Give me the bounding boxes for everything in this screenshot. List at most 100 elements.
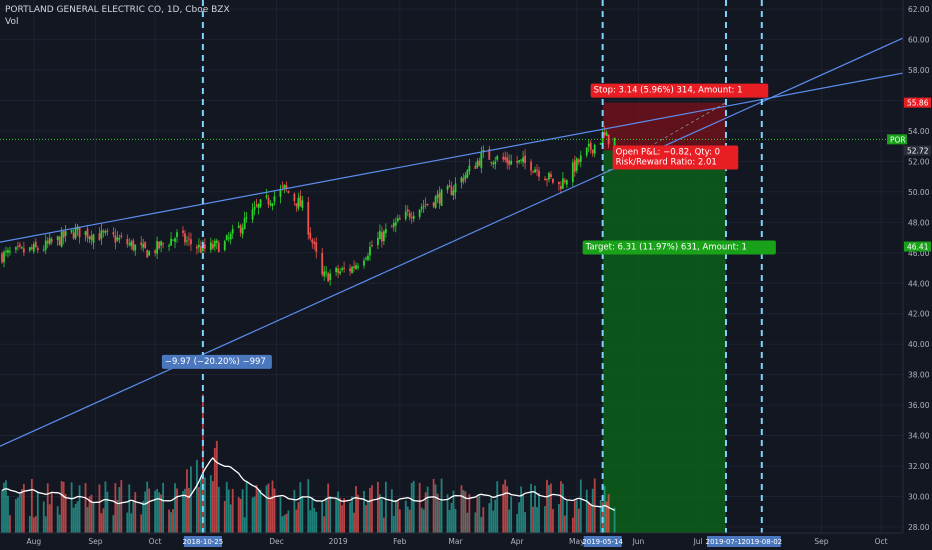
candle-body xyxy=(217,242,220,253)
candle-body xyxy=(245,217,248,219)
candle-body xyxy=(440,189,443,206)
time-axis[interactable]: Aug Sep Oct Dec 2019 Feb Mar Apr May Jun Jul Sep Oct… xyxy=(0,532,932,550)
volume-bar xyxy=(154,490,157,533)
candle-body xyxy=(188,238,190,240)
volume-bar xyxy=(468,494,471,533)
volume-bar xyxy=(283,515,286,533)
volume-bar xyxy=(504,479,507,533)
volume-bar xyxy=(377,481,379,533)
volume-bar xyxy=(172,509,174,533)
candle-body xyxy=(285,185,288,189)
volume-bar xyxy=(357,494,359,533)
candle-body xyxy=(357,266,359,268)
trendline xyxy=(0,72,904,243)
volume-bar xyxy=(126,512,129,533)
candle-body xyxy=(315,242,318,252)
chart-legend: PORTLAND GENERAL ELECTRIC CO, 1D, Cboe B… xyxy=(5,4,230,28)
candle-body xyxy=(22,248,25,253)
volume-bar xyxy=(313,507,316,533)
time-tick-label: Jun xyxy=(632,537,645,546)
volume-bar xyxy=(190,466,192,533)
candle-body xyxy=(50,239,53,243)
candle-body xyxy=(142,243,145,248)
candle-body xyxy=(601,133,604,143)
volume-bar xyxy=(227,489,230,533)
volume-bar xyxy=(241,489,244,533)
annotation-labels[interactable]: Stop: 3.14 (5.96%) 314, Amount: 1 Open P&… xyxy=(161,83,776,369)
volume-bar xyxy=(70,482,73,533)
volume-bar xyxy=(478,494,481,533)
time-tick-label: Feb xyxy=(393,537,407,546)
candle-body xyxy=(530,161,532,171)
pnl-label-text: Risk/Reward Ratio: 2.01 xyxy=(616,157,717,167)
candle-body xyxy=(58,236,61,246)
candle-body xyxy=(199,246,202,253)
volume-bar xyxy=(56,506,59,533)
date-badge xyxy=(706,536,745,547)
volume-bar xyxy=(460,485,463,533)
volume-bar xyxy=(78,485,81,533)
volume-indicator-label[interactable]: Vol xyxy=(5,17,19,27)
candle-body xyxy=(174,238,176,242)
volume-bar xyxy=(30,478,33,533)
volume-bar xyxy=(579,479,582,533)
volume-bar xyxy=(384,481,387,533)
candle-body xyxy=(182,230,184,233)
volume-bar xyxy=(229,504,232,533)
candle-body xyxy=(420,207,423,209)
candle-body xyxy=(438,192,441,204)
volume-bar xyxy=(144,491,147,533)
candle-body xyxy=(56,236,59,241)
volume-bar xyxy=(544,506,546,533)
candle-body xyxy=(102,230,105,233)
volume-bar xyxy=(422,509,425,533)
candle-body xyxy=(396,218,399,222)
candle-body xyxy=(460,177,463,183)
volume-bar xyxy=(86,507,89,533)
candle-body xyxy=(30,247,33,250)
trendlines[interactable] xyxy=(0,37,904,447)
symbol-title[interactable]: PORTLAND GENERAL ELECTRIC CO, 1D, Cboe B… xyxy=(5,5,230,15)
candle-body xyxy=(154,250,157,254)
volume-bar xyxy=(490,497,493,533)
time-tick-label: Apr xyxy=(511,537,525,546)
candle-body xyxy=(126,239,129,245)
candle-body xyxy=(184,233,186,243)
price-tick-label: 42.00 xyxy=(908,310,930,319)
volume-bar xyxy=(534,485,536,533)
candle-body xyxy=(311,239,314,243)
volume-bar xyxy=(462,490,465,533)
candle-body xyxy=(32,244,35,252)
candle-body xyxy=(114,235,117,243)
volume-bar xyxy=(440,478,443,533)
volume-bar xyxy=(140,514,143,533)
candle-body xyxy=(577,159,580,163)
candle-body xyxy=(603,132,606,136)
candle-body xyxy=(392,223,395,227)
candle-body xyxy=(243,217,246,230)
pnl-label-text: Open P&L: −0.82, Qty: 0 xyxy=(616,147,720,157)
measure-label-bg xyxy=(161,354,272,369)
candle-body xyxy=(538,170,540,177)
candle-body xyxy=(190,239,192,245)
volume-bar xyxy=(293,490,296,533)
volume-bar xyxy=(287,510,290,533)
volume-bar xyxy=(106,491,109,533)
candle-body xyxy=(203,244,206,249)
volume-bar xyxy=(162,482,164,533)
volume-bar xyxy=(92,502,95,533)
candle-body xyxy=(146,250,149,258)
price-axis[interactable]: 28.00 30.00 32.00 34.00 36.00 38.00 40.00 42.00… xyxy=(887,0,932,533)
volume-bar xyxy=(355,486,357,533)
volume-bar xyxy=(349,502,351,533)
candle-body xyxy=(329,273,332,280)
candle-body xyxy=(231,228,234,234)
volume-bar xyxy=(50,492,53,533)
price-axis-badge xyxy=(904,97,931,108)
candle-body xyxy=(176,232,178,238)
volume-bar xyxy=(237,497,240,533)
volume-bar xyxy=(571,517,574,533)
volume-bar xyxy=(62,481,65,533)
volume-bar xyxy=(434,484,437,533)
